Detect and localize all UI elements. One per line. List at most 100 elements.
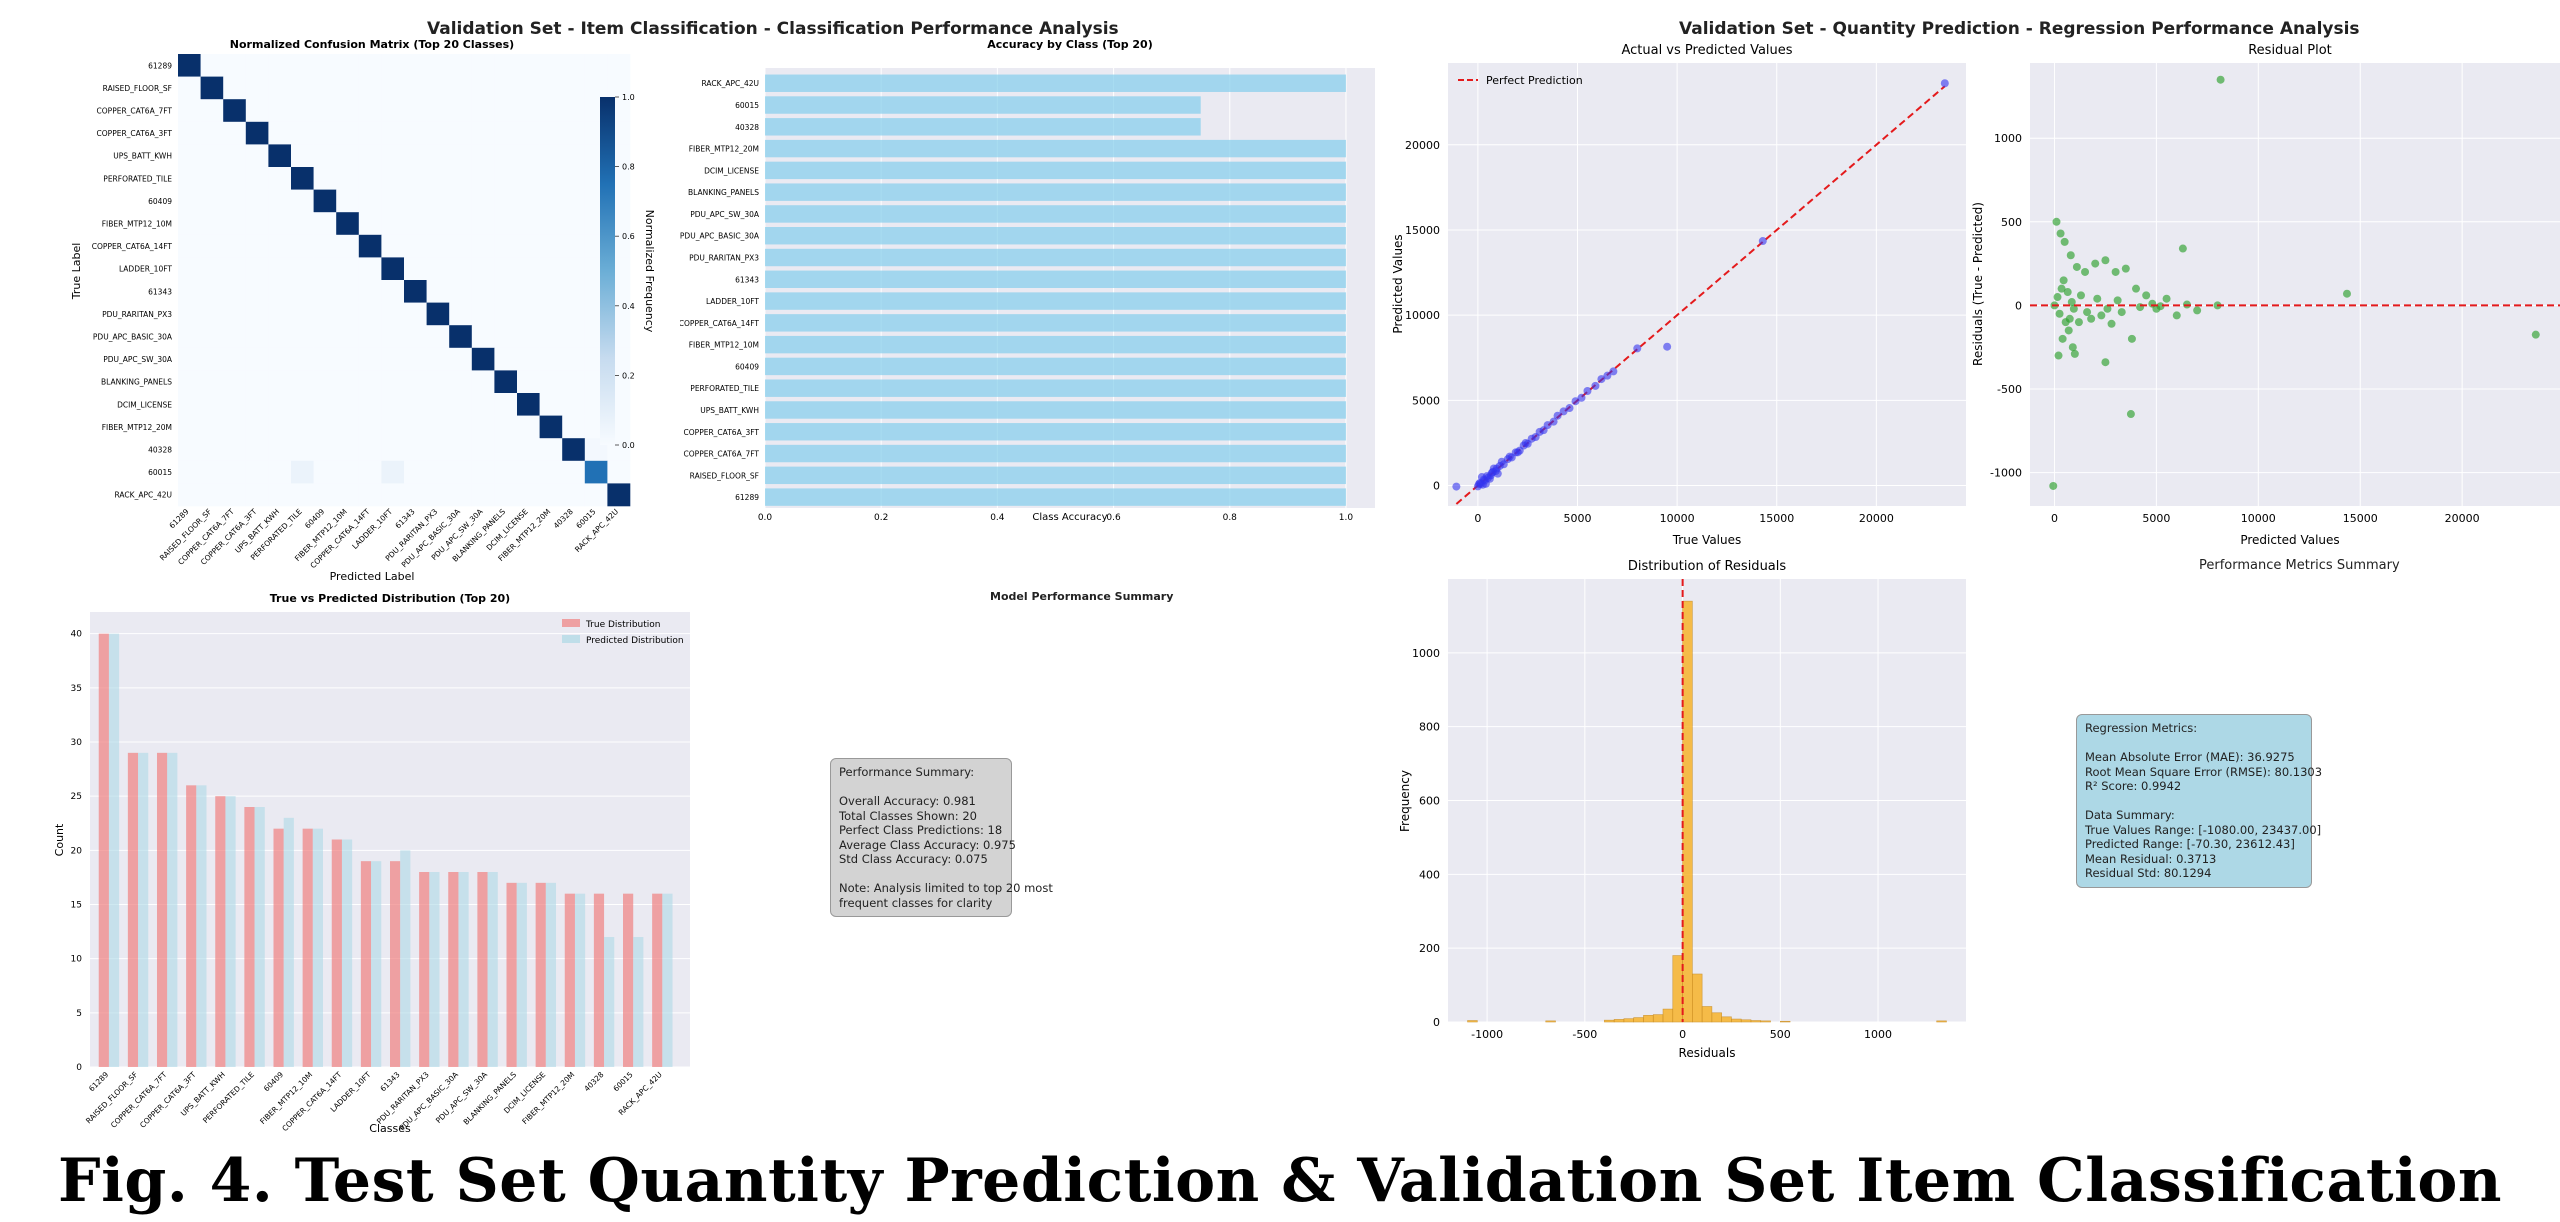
summary-line: Data Summary: [2085, 808, 2175, 822]
distribution-bar [138, 752, 149, 1067]
confusion-cell [494, 212, 518, 236]
distribution-bar [312, 828, 324, 1067]
confusion-cell [223, 144, 247, 168]
confusion-cell [426, 54, 450, 77]
confusion-cell [449, 347, 473, 371]
confusion-cell [471, 212, 495, 236]
confusion-x-tick: LADDER_10FT [350, 507, 394, 551]
confusion-cell [358, 280, 382, 303]
confusion-cell [313, 415, 337, 439]
accuracy-bar [765, 161, 1346, 180]
confusion-cell [449, 167, 473, 190]
distribution-bar [390, 861, 401, 1067]
confusion-cell [336, 212, 360, 236]
legend-label: True Distribution [585, 620, 660, 630]
hist-bar [1936, 1020, 1947, 1023]
residual-point [2127, 334, 2136, 343]
distribution-x-tick: RAISED_FLOOR_SF [84, 1070, 139, 1125]
confusion-cell [494, 167, 518, 190]
residual-point [2066, 251, 2075, 260]
confusion-cell [562, 121, 586, 145]
confusion-cell [291, 167, 314, 190]
confusion-cell [268, 189, 292, 213]
residual-point [2091, 259, 2100, 268]
confusion-cell [223, 212, 247, 236]
avp-point [1559, 407, 1568, 416]
confusion-cell [358, 234, 382, 258]
y-tick-label: 1000 [1412, 647, 1440, 660]
confusion-cell [178, 76, 201, 100]
confusion-cell [268, 257, 292, 281]
summary-line: Mean Absolute Error (MAE): 36.9275 [2085, 750, 2295, 764]
confusion-cell [178, 325, 201, 349]
confusion-cell [449, 460, 473, 484]
avp-legend: Perfect Prediction [1458, 74, 1583, 87]
confusion-cell [494, 302, 518, 326]
legend-swatch [562, 619, 580, 627]
hist-bar [1731, 1018, 1742, 1023]
confusion-cell [268, 144, 292, 168]
confusion-cell [245, 370, 269, 394]
avp-point [1597, 375, 1606, 384]
confusion-cell [539, 121, 563, 145]
confusion-cell [449, 302, 473, 326]
distribution-bar [633, 937, 644, 1067]
accuracy-y-tick: 40328 [735, 123, 759, 132]
confusion-cell [200, 370, 224, 394]
distribution-bar [273, 828, 284, 1067]
confusion-cell [471, 76, 495, 100]
summary-line: Regression Metrics: [2085, 721, 2198, 735]
x-tick-label: 1000 [1864, 1028, 1892, 1041]
confusion-cell [517, 234, 540, 258]
confusion-cell [336, 257, 360, 281]
confusion-cell [562, 144, 586, 168]
confusion-cell [539, 54, 563, 77]
avp-point [1452, 482, 1461, 491]
distribution-bar [604, 937, 615, 1067]
x-tick-label: 5000 [1564, 512, 1592, 525]
confusion-colorbar [600, 97, 615, 445]
distribution-x-tick: PERFORATED_TILE [201, 1070, 256, 1125]
confusion-cell [562, 460, 586, 484]
distribution-chart: True vs Predicted Distribution (Top 20) … [53, 592, 690, 1135]
accuracy-xlabel: Class Accuracy [1032, 512, 1107, 523]
confusion-cell [313, 167, 337, 190]
residual-histogram-chart: Distribution of Residuals -1000 -500 0 500 1… [1398, 559, 1966, 1060]
confusion-cell [494, 234, 518, 258]
confusion-cell [539, 99, 563, 123]
confusion-cell [268, 460, 292, 484]
accuracy-y-tick: FIBER_MTP12_10M [689, 341, 759, 350]
y-tick-label: 1000 [1994, 132, 2022, 145]
confusion-cell [200, 460, 224, 484]
confusion-cell [517, 144, 540, 168]
hist-x-tick-labels: -1000 -500 0 500 1000 [1471, 1028, 1892, 1041]
hist-title: Distribution of Residuals [1628, 559, 1787, 574]
confusion-cell [291, 483, 314, 507]
confusion-cell [336, 460, 360, 484]
confusion-cell [517, 347, 540, 371]
confusion-cell [562, 280, 586, 303]
distribution-bar [574, 893, 586, 1067]
confusion-cell [426, 415, 450, 439]
confusion-cell [245, 99, 269, 123]
residual-point [2065, 314, 2074, 323]
distribution-y-tick-labels: 0 5 10 15 20 25 30 35 40 [71, 630, 83, 1073]
y-tick-label: 200 [1419, 942, 1440, 955]
distribution-bar [477, 872, 488, 1067]
y-tick-label: 500 [2001, 216, 2022, 229]
confusion-cell [200, 212, 224, 236]
confusion-cell [517, 415, 540, 439]
confusion-cell [426, 76, 450, 100]
y-tick-label: 0 [1433, 1016, 1440, 1029]
hist-bar [1682, 600, 1693, 1023]
x-tick-label: 10000 [2241, 512, 2276, 525]
confusion-cell [494, 438, 518, 462]
distribution-bar [593, 893, 605, 1067]
distribution-legend: True Distribution Predicted Distribution [562, 619, 684, 646]
hist-bar [1613, 1019, 1625, 1023]
distribution-x-tick: 61289 [87, 1070, 110, 1093]
accuracy-x-tick: 0.2 [874, 513, 888, 523]
confusion-cell [223, 483, 247, 507]
confusion-cell [358, 325, 382, 349]
distribution-bar [429, 872, 440, 1067]
